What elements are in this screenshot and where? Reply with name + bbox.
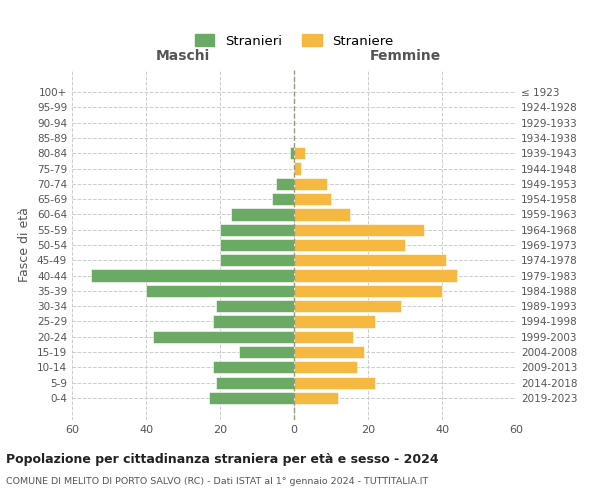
Bar bbox=[275, 178, 294, 190]
Bar bbox=[294, 178, 328, 190]
Bar bbox=[294, 239, 405, 251]
Bar bbox=[212, 316, 294, 328]
Bar bbox=[220, 254, 294, 266]
Bar bbox=[294, 193, 331, 205]
Bar bbox=[212, 362, 294, 374]
Text: Maschi: Maschi bbox=[156, 49, 210, 63]
Bar bbox=[220, 224, 294, 236]
Bar bbox=[239, 346, 294, 358]
Text: Femmine: Femmine bbox=[370, 49, 440, 63]
Bar bbox=[146, 285, 294, 297]
Bar bbox=[217, 300, 294, 312]
Bar bbox=[272, 193, 294, 205]
Bar bbox=[294, 330, 353, 343]
Bar bbox=[91, 270, 294, 281]
Y-axis label: Fasce di età: Fasce di età bbox=[19, 208, 31, 282]
Bar bbox=[220, 239, 294, 251]
Bar bbox=[294, 224, 424, 236]
Bar bbox=[294, 208, 349, 220]
Bar bbox=[294, 316, 376, 328]
Bar bbox=[294, 300, 401, 312]
Legend: Stranieri, Straniere: Stranieri, Straniere bbox=[188, 28, 400, 54]
Bar bbox=[294, 162, 301, 174]
Text: Popolazione per cittadinanza straniera per età e sesso - 2024: Popolazione per cittadinanza straniera p… bbox=[6, 452, 439, 466]
Bar bbox=[294, 270, 457, 281]
Bar bbox=[294, 392, 338, 404]
Bar bbox=[294, 362, 357, 374]
Bar bbox=[294, 346, 364, 358]
Bar bbox=[231, 208, 294, 220]
Bar bbox=[217, 376, 294, 389]
Bar bbox=[294, 376, 376, 389]
Bar bbox=[294, 147, 305, 160]
Bar bbox=[154, 330, 294, 343]
Bar bbox=[294, 285, 442, 297]
Bar bbox=[290, 147, 294, 160]
Y-axis label: Anni di nascita: Anni di nascita bbox=[597, 198, 600, 291]
Bar bbox=[209, 392, 294, 404]
Text: COMUNE DI MELITO DI PORTO SALVO (RC) - Dati ISTAT al 1° gennaio 2024 - TUTTITALI: COMUNE DI MELITO DI PORTO SALVO (RC) - D… bbox=[6, 478, 428, 486]
Bar bbox=[294, 254, 446, 266]
